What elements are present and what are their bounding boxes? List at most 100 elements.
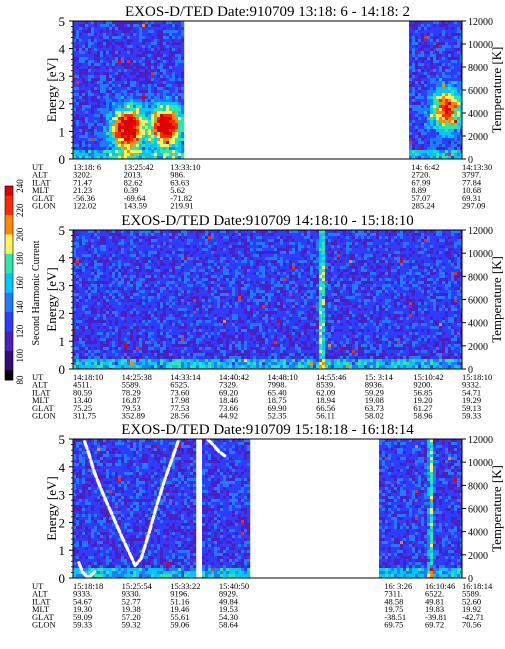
orbit-row-label: GLON (32, 620, 56, 630)
y2-tick-label: 2000 (468, 342, 488, 353)
orbit-value: 57.07 (411, 193, 430, 203)
y-tick-label: 0 (59, 571, 66, 586)
orbit-value: -38.51 (384, 612, 406, 622)
orbit-value: 15:40:50 (219, 581, 249, 591)
colorbar-swatch (5, 297, 13, 303)
colorbar-tick-label: 80 (15, 375, 25, 385)
y2-tick-label: 0 (468, 365, 473, 376)
orbit-value: 55.61 (170, 612, 189, 622)
orbit-value: 352.89 (122, 411, 145, 421)
orbit-row-label: ILAT (32, 596, 51, 606)
colorbar-swatch (5, 186, 13, 192)
orbit-value: -42.71 (462, 612, 484, 622)
orbit-row-label: ALT (32, 589, 49, 599)
y-tick-label: 3 (59, 279, 66, 294)
colorbar-swatch (5, 312, 13, 318)
y-tick-label: 1 (59, 543, 66, 558)
orbit-value: 54.71 (462, 387, 481, 397)
orbit-value: 16: 3:26 (384, 581, 412, 591)
colorbar-swatch (5, 307, 13, 313)
orbit-value: 16:18:14 (462, 581, 493, 591)
orbit-value: 19.38 (122, 604, 141, 614)
orbit-value: 15:18:10 (462, 372, 492, 382)
orbit-value: 59.09 (73, 612, 92, 622)
y-tick-label: 0 (59, 152, 66, 167)
orbit-value: 3202. (73, 170, 92, 180)
colorbar-swatch (5, 200, 13, 206)
orbit-value: 82.62 (124, 177, 143, 187)
orbit-value: 7311. (384, 589, 403, 599)
orbit-value: 52.77 (122, 596, 141, 606)
y2-tick-label: 4000 (468, 319, 488, 330)
white-trace (205, 439, 227, 458)
colorbar-swatch (5, 341, 13, 347)
orbit-value: 69.72 (425, 620, 444, 630)
orbit-row-label: UT (32, 162, 44, 172)
orbit-value: 16.87 (122, 395, 141, 405)
y2-tick-label: 8000 (468, 272, 488, 283)
orbit-value: 69.75 (384, 620, 403, 630)
orbit-value: -39.81 (425, 612, 447, 622)
orbit-value: 77.53 (170, 403, 189, 413)
colorbar-swatch (5, 190, 13, 197)
orbit-row-label: UT (32, 372, 44, 382)
orbit-row-label: GLON (32, 411, 56, 421)
orbit-value: 70.56 (462, 620, 481, 630)
spectrogram-2 (73, 230, 462, 369)
orbit-value: 71.47 (73, 177, 92, 187)
orbit-value: 18.46 (219, 395, 238, 405)
panel-1: EXOS-D/TED Date:910709 13:18: 6 - 14:18:… (32, 4, 504, 211)
orbit-value: 78.29 (122, 387, 141, 397)
orbit-value: 5589. (122, 380, 141, 390)
colorbar-swatch (5, 195, 13, 201)
orbit-value: 49.84 (219, 596, 239, 606)
orbit-value: 73.60 (170, 387, 189, 397)
panel-3: EXOS-D/TED Date:910709 15:18:18 - 16:18:… (32, 422, 504, 630)
y-tick-label: 3 (59, 488, 66, 503)
panel-title: EXOS-D/TED Date:910709 14:18:10 - 15:18:… (121, 213, 413, 229)
y-tick-label: 2 (59, 97, 66, 112)
orbit-value: 19.53 (219, 604, 238, 614)
colorbar-swatch (5, 253, 13, 260)
y-tick-label: 5 (59, 14, 66, 29)
orbit-value: 44.92 (219, 411, 238, 421)
orbit-value: 5589. (462, 589, 481, 599)
colorbar-tick-label: 120 (15, 324, 25, 338)
y2-tick-label: 8000 (468, 63, 488, 74)
orbit-value: 69.90 (268, 403, 287, 413)
orbit-value: 19.20 (413, 395, 432, 405)
orbit-value: 311.75 (73, 411, 96, 421)
y2-tick-label: 2000 (468, 132, 488, 143)
y-tick-label: 5 (59, 432, 66, 447)
orbit-value: 7329. (219, 380, 238, 390)
panel-2: EXOS-D/TED Date:910709 14:18:10 - 15:18:… (32, 213, 504, 421)
orbit-value: 18.94 (316, 395, 336, 405)
colorbar-swatch (5, 210, 13, 216)
y2-axis-label: Temperature [K] (489, 465, 504, 552)
orbit-value: 59.32 (122, 620, 141, 630)
orbit-value: 67.99 (411, 177, 430, 187)
orbit-value: 65.40 (268, 387, 287, 397)
colorbar-swatch (5, 258, 13, 264)
orbit-value: 56.11 (316, 411, 335, 421)
orbit-value: 18.75 (268, 395, 287, 405)
orbit-value: 15:33:22 (170, 581, 200, 591)
orbit-value: 9196. (170, 589, 189, 599)
colorbar-tick-label: 200 (15, 227, 25, 241)
orbit-value: 79.53 (122, 403, 141, 413)
orbit-value: 0.39 (124, 185, 139, 195)
orbit-value: 52.60 (462, 596, 481, 606)
orbit-value: 2013. (124, 170, 143, 180)
colorbar-tick-label: 240 (15, 179, 25, 193)
orbit-value: 9330. (122, 589, 141, 599)
orbit-row-label: GLAT (32, 403, 55, 413)
orbit-value: 19.92 (462, 604, 481, 614)
orbit-row-label: GLAT (32, 193, 55, 203)
